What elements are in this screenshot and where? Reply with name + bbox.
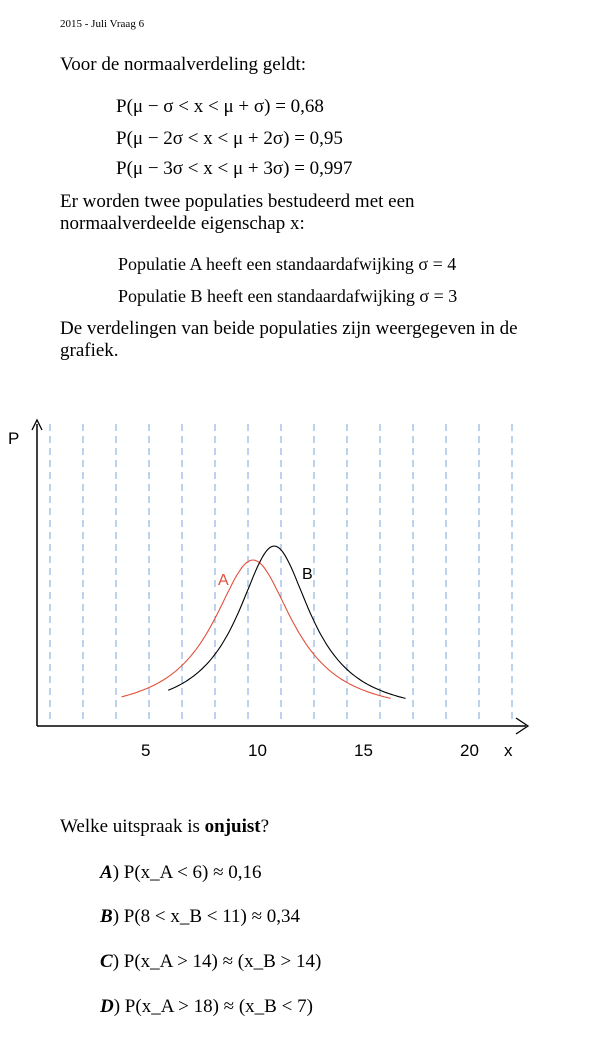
x-tick-20: 20	[460, 741, 479, 760]
option-a-text: ) P(x_A < 6) ≈ 0,16	[112, 862, 262, 883]
populations-text-line-1: Er worden twee populaties bestudeerd met…	[60, 191, 415, 212]
population-b-text: Populatie B heeft een standaardafwijking…	[118, 286, 458, 306]
y-axis-arrow	[31, 418, 43, 431]
formula-3: P(μ − 3σ < x < μ + 3σ) = 0,997	[116, 158, 353, 179]
y-axis-label: P	[8, 429, 19, 448]
graph-text-line-2: grafiek.	[60, 340, 119, 361]
option-b[interactable]: B) P(8 < x_B < 11) ≈ 0,34	[100, 906, 300, 928]
question-suffix: ?	[260, 816, 270, 837]
option-c-letter: C	[100, 951, 113, 972]
option-b-text: ) P(8 < x_B < 11) ≈ 0,34	[112, 906, 301, 927]
population-a-text: Populatie A heeft een standaardafwijking…	[118, 254, 457, 274]
question-bold-word: onjuist	[204, 816, 261, 837]
question-text: Welke uitspraak is onjuist?	[60, 816, 560, 838]
curve-a-label: A	[218, 572, 229, 589]
x-tick-10: 10	[248, 741, 267, 760]
distribution-chart: P x 5 10 15 20 A B	[8, 418, 530, 760]
populations-text-line-2: normaalverdeelde eigenschap x:	[60, 213, 305, 234]
option-d-text: ) P(x_A > 18) ≈ (x_B < 7)	[113, 996, 313, 1017]
option-a[interactable]: A) P(x_A < 6) ≈ 0,16	[100, 862, 262, 884]
option-a-letter: A	[100, 862, 113, 883]
curve-b-label: B	[302, 566, 313, 583]
x-tick-15: 15	[354, 741, 373, 760]
page-header: 2015 - Juli Vraag 6	[60, 18, 145, 30]
grid-lines	[49, 424, 513, 722]
curve-b	[167, 545, 406, 699]
option-d[interactable]: D) P(x_A > 18) ≈ (x_B < 7)	[100, 996, 313, 1018]
x-axis-arrow	[515, 717, 530, 735]
option-c-text: ) P(x_A > 14) ≈ (x_B > 14)	[112, 951, 322, 972]
x-axis-label: x	[504, 741, 513, 760]
curve-a	[121, 559, 391, 699]
formula-1: P(μ − σ < x < μ + σ) = 0,68	[116, 96, 324, 117]
option-d-letter: D	[100, 996, 114, 1017]
question-prefix: Welke uitspraak is	[60, 816, 205, 837]
formula-2: P(μ − 2σ < x < μ + 2σ) = 0,95	[116, 128, 343, 149]
option-b-letter: B	[100, 906, 113, 927]
x-tick-5: 5	[141, 741, 150, 760]
intro-text: Voor de normaalverdeling geldt:	[60, 54, 307, 75]
graph-text-line-1: De verdelingen van beide populaties zijn…	[60, 318, 518, 339]
option-c[interactable]: C) P(x_A > 14) ≈ (x_B > 14)	[100, 951, 321, 973]
